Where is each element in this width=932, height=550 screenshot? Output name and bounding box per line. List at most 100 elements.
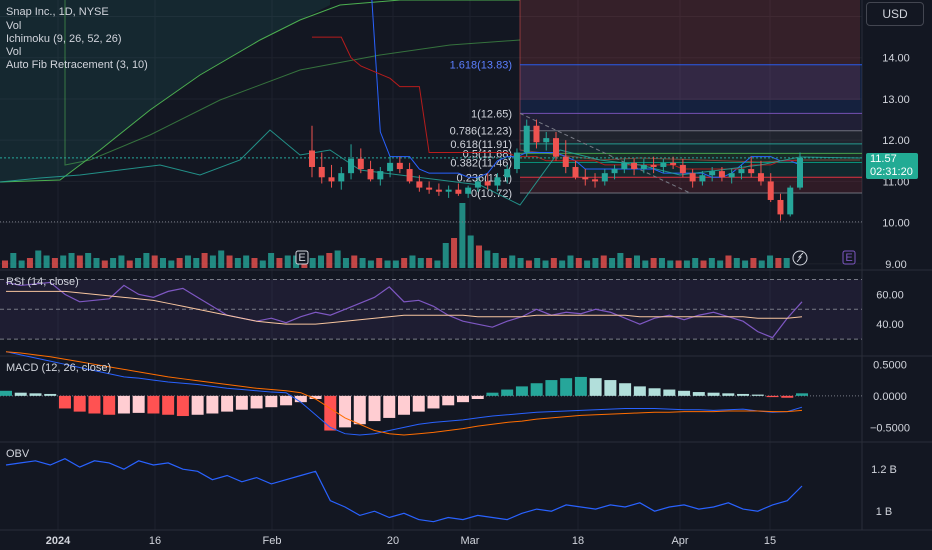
volume-bar (268, 253, 275, 268)
earnings-marker (295, 250, 309, 265)
macd-histogram-bar (353, 395, 366, 425)
rsi-axis-tick: 60.00 (876, 289, 904, 301)
macd-histogram-bar (44, 393, 57, 396)
volume-bar (367, 260, 374, 268)
volume-bar (426, 258, 433, 268)
fib-level-label: 1.618(13.83) (450, 60, 512, 72)
indicator-vol-2[interactable]: Vol (6, 46, 22, 58)
candle-body (660, 162, 667, 167)
candle-body (621, 162, 628, 170)
candle-body (533, 125, 540, 143)
price-axis-tick: 10.00 (882, 218, 910, 230)
currency-button[interactable]: USD (866, 2, 924, 26)
indicator-vol[interactable]: Vol (6, 20, 22, 32)
candle-body (396, 162, 403, 170)
time-axis-tick: 16 (149, 535, 161, 547)
volume-bar (26, 258, 33, 268)
volume-bar (675, 260, 682, 268)
volume-bar (326, 253, 333, 268)
volume-bar (251, 258, 258, 268)
time-axis-tick: Apr (671, 535, 688, 547)
fib-level-label: 1(12.65) (471, 108, 512, 120)
candle-body (357, 158, 364, 170)
macd-histogram-bar (589, 378, 602, 396)
volume-bar (342, 258, 349, 268)
candle-body (572, 166, 579, 178)
macd-histogram-bar (471, 395, 484, 399)
volume-bar (243, 255, 250, 268)
macd-histogram-bar (176, 395, 189, 417)
candle-body (474, 181, 481, 188)
volume-bar (334, 250, 341, 268)
macd-histogram-bar (427, 395, 440, 409)
macd-histogram-bar (368, 395, 381, 422)
earnings-marker (842, 250, 856, 265)
macd-histogram-bar (294, 395, 307, 403)
macd-histogram-bar (751, 394, 764, 396)
rsi-title[interactable]: RSI (14, close) (6, 276, 79, 288)
candle-body (328, 177, 335, 182)
indicator-auto-fib[interactable]: Auto Fib Retracement (3, 10) (6, 59, 148, 71)
volume-bar (467, 235, 474, 268)
candle-body (504, 169, 511, 178)
volume-bar (750, 258, 757, 268)
candle-body (650, 164, 657, 167)
candle-body (465, 187, 472, 194)
volume-bar (184, 255, 191, 268)
indicator-ichimoku[interactable]: Ichimoku (9, 26, 52, 26) (6, 33, 122, 45)
macd-histogram-bar (678, 390, 691, 396)
candle-body (348, 158, 355, 174)
bar-countdown: 02:31:20 (870, 166, 913, 178)
volume-bar (376, 258, 383, 268)
candle-body (445, 189, 452, 192)
macd-histogram-bar (250, 395, 263, 409)
volume-bar (634, 255, 640, 268)
macd-pane (0, 351, 862, 436)
volume-bar (542, 260, 549, 268)
symbol-title[interactable]: Snap Inc., 1D, NYSE (6, 6, 109, 18)
volume-bar (126, 260, 133, 268)
volume-bar (658, 258, 665, 268)
obv-title[interactable]: OBV (6, 448, 30, 460)
time-axis-tick: 18 (572, 535, 584, 547)
volume-bar (775, 258, 782, 268)
time-axis-tick: 20 (387, 535, 399, 547)
volume-bar (51, 258, 58, 268)
rsi-pane (0, 278, 862, 340)
volume-bar (559, 260, 566, 268)
fib-level-label: 0.786(12.23) (450, 126, 512, 138)
volume-bar (318, 255, 324, 268)
candle-body (601, 173, 608, 182)
price-axis-tick: 12.00 (882, 135, 910, 147)
fib-level-label: 0.5(11.68) (463, 148, 512, 160)
candle-body (592, 179, 599, 182)
candle-body (748, 169, 755, 174)
price-axis-tick: 9.00 (885, 259, 906, 271)
volume-bar (742, 260, 749, 268)
volume-bar (60, 255, 67, 268)
macd-histogram-bar (29, 393, 42, 396)
volume-bar (650, 258, 657, 268)
volume-bar (284, 255, 291, 268)
candle-body (797, 157, 803, 188)
fib-zone (520, 153, 862, 163)
rsi-line (5, 281, 803, 339)
macd-title[interactable]: MACD (12, 26, close) (6, 362, 112, 374)
volume-bar (584, 260, 591, 268)
price-axis: 15.0014.0013.0012.0011.0010.009.0060.004… (870, 11, 910, 518)
time-axis-tick: 2024 (46, 535, 71, 547)
candle-body (553, 138, 559, 157)
macd-histogram-bar (692, 392, 705, 396)
macd-histogram-bar (456, 395, 469, 403)
candle-body (679, 164, 686, 174)
candle-body (728, 173, 735, 178)
volume-bar (517, 258, 524, 268)
volume-bar (500, 258, 507, 268)
candle-body (435, 189, 442, 192)
volume-bar (442, 243, 449, 268)
last-price-tag: 11.57 02:31:20 (866, 153, 918, 179)
volume-bar (575, 258, 582, 268)
volume-bar (459, 203, 466, 268)
macd-histogram-bar (619, 383, 632, 396)
